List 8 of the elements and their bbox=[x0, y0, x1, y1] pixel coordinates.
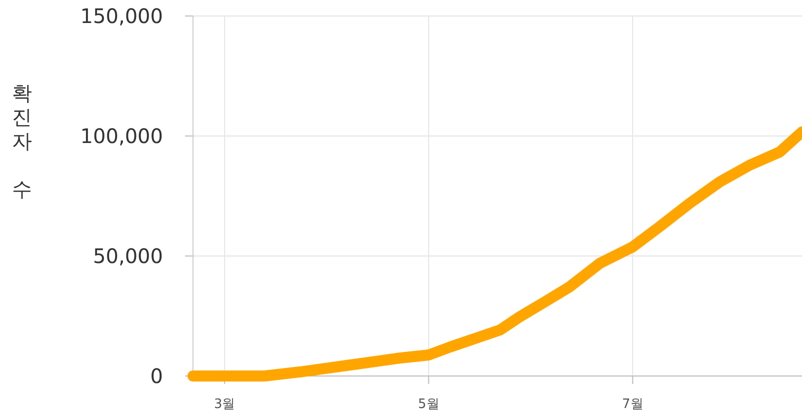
y-tick-label: 150,000 bbox=[80, 4, 163, 28]
x-tick-label: 3월 bbox=[214, 397, 236, 412]
y-tick-label: 0 bbox=[150, 364, 163, 388]
x-tick-label: 7월 bbox=[622, 397, 644, 412]
text: 확진자 수 bbox=[12, 81, 32, 201]
y-tick-label: 100,000 bbox=[80, 124, 163, 148]
x-tick-label: 5월 bbox=[418, 397, 440, 412]
y-tick-label: 50,000 bbox=[93, 244, 163, 268]
